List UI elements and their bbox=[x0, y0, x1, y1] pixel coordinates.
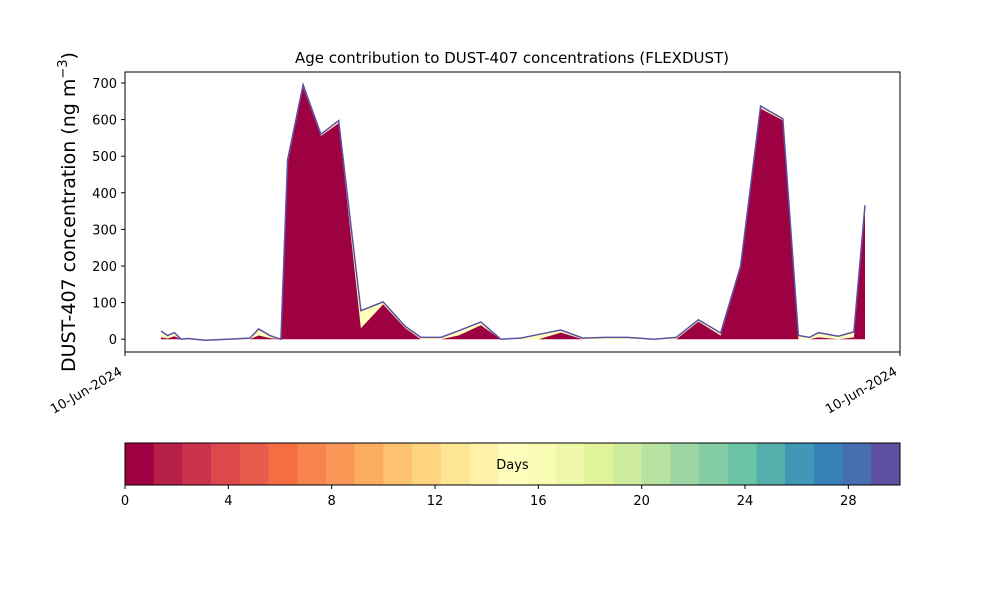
y-axis: 0 100 200 300 400 500 600 700 bbox=[92, 77, 125, 348]
y-tick-label: 600 bbox=[92, 114, 117, 129]
x-tick-label: 10-Jun-2024 bbox=[823, 364, 900, 417]
y-tick-label: 300 bbox=[92, 223, 117, 238]
colorbar-segment bbox=[727, 443, 757, 485]
colorbar-tick-label: 12 bbox=[427, 494, 444, 509]
colorbar-segment bbox=[297, 443, 327, 485]
y-tick-label: 200 bbox=[92, 260, 117, 275]
colorbar-segment bbox=[842, 443, 872, 485]
colorbar-label: Days bbox=[496, 458, 529, 473]
colorbar-segment bbox=[325, 443, 356, 485]
y-tick-label: 700 bbox=[92, 77, 117, 92]
colorbar-segment bbox=[412, 443, 442, 485]
chart-title: Age contribution to DUST-407 concentrati… bbox=[295, 49, 729, 67]
colorbar-segment bbox=[469, 443, 499, 485]
y-tick-label: 0 bbox=[109, 333, 117, 348]
plot-area bbox=[160, 82, 866, 342]
colorbar-segment bbox=[584, 443, 614, 485]
colorbar-frame bbox=[124, 442, 901, 486]
colorbar-tick-label: 0 bbox=[121, 494, 129, 509]
colorbar-segment bbox=[153, 443, 183, 485]
y-tick-label: 100 bbox=[92, 297, 117, 312]
colorbar-segment bbox=[268, 443, 298, 485]
colorbar-segment bbox=[555, 443, 585, 485]
colorbar-segment bbox=[526, 443, 557, 485]
colorbar-tick-label: 28 bbox=[840, 494, 857, 509]
area-day-0-1 bbox=[161, 87, 865, 340]
colorbar: Days 0 4 8 12 16 20 24 28 bbox=[121, 442, 901, 509]
y-axis-label-superscript: −3 bbox=[56, 59, 71, 78]
colorbar-segment bbox=[383, 443, 413, 485]
colorbar-segment bbox=[612, 443, 643, 485]
colorbar-segment bbox=[785, 443, 815, 485]
colorbar-segment bbox=[440, 443, 470, 485]
x-axis: 10-Jun-2024 10-Jun-2024 bbox=[48, 352, 901, 417]
colorbar-tick-label: 20 bbox=[633, 494, 650, 509]
colorbar-tick-label: 24 bbox=[737, 494, 754, 509]
colorbar-tick-label: 8 bbox=[328, 494, 336, 509]
colorbar-segment bbox=[699, 443, 729, 485]
colorbar-segment bbox=[211, 443, 241, 485]
area-outline-oldest bbox=[160, 82, 866, 342]
colorbar-segment bbox=[813, 443, 844, 485]
colorbar-segment bbox=[871, 443, 901, 485]
colorbar-segment bbox=[354, 443, 384, 485]
colorbar-tick-label: 4 bbox=[224, 494, 232, 509]
y-tick-label: 400 bbox=[92, 187, 117, 202]
y-axis-label: DUST-407 concentration (ng m−3) bbox=[56, 52, 80, 372]
y-tick-label: 500 bbox=[92, 150, 117, 165]
colorbar-segment bbox=[670, 443, 700, 485]
colorbar-segment bbox=[239, 443, 270, 485]
colorbar-segment bbox=[498, 443, 528, 485]
colorbar-segment bbox=[182, 443, 212, 485]
plot-frame bbox=[124, 71, 901, 353]
colorbar-segment bbox=[756, 443, 786, 485]
colorbar-segment bbox=[125, 443, 155, 485]
colorbar-segment bbox=[641, 443, 671, 485]
colorbar-tick-label: 16 bbox=[530, 494, 547, 509]
